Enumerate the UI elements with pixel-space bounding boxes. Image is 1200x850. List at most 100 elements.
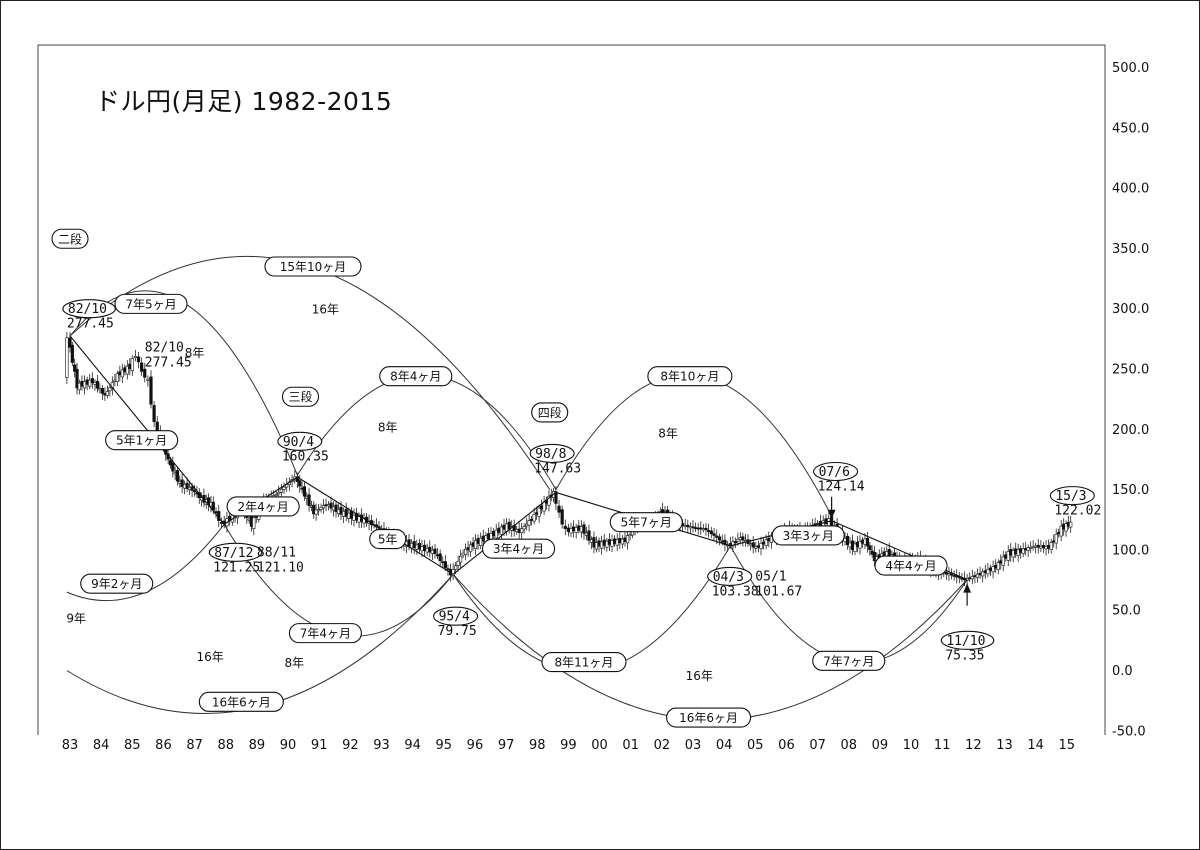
pivot-date: 05/1 xyxy=(755,569,786,584)
candle-body xyxy=(143,368,147,378)
segment-label-bg xyxy=(874,555,948,576)
candle-body xyxy=(344,508,348,517)
y-tick-label: 450.0 xyxy=(1112,121,1149,136)
arc-label-bg xyxy=(288,623,362,644)
candle-body xyxy=(571,526,576,532)
x-tick-label: 06 xyxy=(778,738,795,753)
arc-label-bg xyxy=(666,707,752,728)
arc-label: 8年11ヶ月 xyxy=(541,652,627,673)
candle-body xyxy=(827,518,831,527)
pivot-date-outline xyxy=(208,542,263,562)
candle-body xyxy=(983,570,987,573)
candle-body xyxy=(149,376,153,405)
pivot-date-outline xyxy=(1049,486,1095,506)
candle-body xyxy=(65,337,69,378)
pivot-value: 101.67 xyxy=(755,584,802,599)
candle-body xyxy=(435,554,440,557)
segment-label-bg xyxy=(771,525,845,546)
segment-label-bg xyxy=(105,430,179,451)
arc-label-bg xyxy=(379,366,453,387)
pivot-date: 82/10 xyxy=(68,302,107,317)
candle-body xyxy=(741,536,745,541)
candle-body xyxy=(701,528,705,531)
candle-body xyxy=(90,378,94,384)
pivot-value: 277.45 xyxy=(67,317,114,332)
candle-body xyxy=(699,527,703,530)
candle-body xyxy=(1006,551,1010,561)
arc-label-bg xyxy=(114,293,188,314)
candle-body xyxy=(1054,533,1058,544)
candle-body xyxy=(968,577,972,580)
x-tick-label: 98 xyxy=(529,738,546,753)
x-tick-label: 91 xyxy=(311,738,328,753)
candle-body xyxy=(607,539,612,545)
pivot-date-outline xyxy=(62,299,116,319)
candle-body xyxy=(623,537,627,542)
candle-body xyxy=(1029,547,1033,549)
duration-note: 8年 xyxy=(284,656,304,670)
candle-body xyxy=(610,540,614,547)
candle-body xyxy=(140,362,144,372)
candle-body xyxy=(412,541,416,548)
candle-body xyxy=(334,504,338,512)
duration-note: 8年 xyxy=(378,421,398,435)
x-tick-label: 88 xyxy=(217,738,234,753)
candle-body xyxy=(824,518,828,525)
candle-body xyxy=(693,527,698,529)
segment-label-bg xyxy=(482,538,556,559)
arc-label-text: 16年6ヶ月 xyxy=(679,711,738,725)
candle-body xyxy=(105,391,109,396)
candle-body xyxy=(618,537,622,543)
arc-label: 8年10ヶ月 xyxy=(647,366,733,387)
x-tick-label: 05 xyxy=(747,738,764,753)
x-tick-label: 96 xyxy=(467,738,484,753)
pivot-value: 160.35 xyxy=(282,449,329,464)
segment-label-text: 3年4ヶ月 xyxy=(493,542,544,556)
candle-body xyxy=(282,486,286,490)
x-tick-label: 07 xyxy=(809,738,826,753)
candle-body xyxy=(115,373,119,383)
x-tick-label: 97 xyxy=(498,738,515,753)
candle-body xyxy=(600,541,604,549)
x-tick-label: 00 xyxy=(591,738,608,753)
candle-body xyxy=(339,506,343,515)
cycle-arc xyxy=(555,374,833,517)
arc-label: 8年4ヶ月 xyxy=(379,366,453,387)
pivot-date: 82/10 xyxy=(145,340,184,355)
candle-body xyxy=(733,541,737,544)
pivot-value: 103.38 xyxy=(712,584,759,599)
candle-body xyxy=(955,575,959,578)
x-tick-label: 10 xyxy=(903,738,920,753)
candle-body xyxy=(464,548,468,555)
candle-body xyxy=(594,542,599,550)
segment-label-text: 3年3ヶ月 xyxy=(783,529,834,543)
y-tick-label: 50.0 xyxy=(1112,604,1141,619)
pivot-date: 95/4 xyxy=(439,610,470,625)
trend-line xyxy=(69,335,225,525)
candle-body xyxy=(947,573,951,576)
duration-note: 8年 xyxy=(185,346,205,360)
arrow-head xyxy=(963,583,972,593)
candle-body xyxy=(1049,542,1053,550)
candle-body xyxy=(696,527,700,530)
candle-body xyxy=(415,544,419,550)
candle-body xyxy=(314,509,318,515)
candle-body xyxy=(352,514,356,521)
pivot-date-outline xyxy=(940,630,995,650)
x-tick-label: 12 xyxy=(965,738,982,753)
arc-label-text: 16年6ヶ月 xyxy=(212,695,271,709)
candle-body xyxy=(944,571,948,575)
candle-body xyxy=(73,364,77,372)
candle-body xyxy=(130,358,134,372)
candle-body xyxy=(1069,521,1073,528)
arc-label: 16年6ヶ月 xyxy=(198,691,284,712)
arc-label: 7年7ヶ月 xyxy=(812,650,886,671)
candle-body xyxy=(751,542,755,548)
arc-label-text: 8年11ヶ月 xyxy=(555,656,614,670)
candle-body xyxy=(302,486,307,497)
candle-body xyxy=(316,509,321,512)
candle-body xyxy=(454,565,458,570)
x-tick-label: 11 xyxy=(934,738,951,753)
candle-body xyxy=(996,562,1000,571)
